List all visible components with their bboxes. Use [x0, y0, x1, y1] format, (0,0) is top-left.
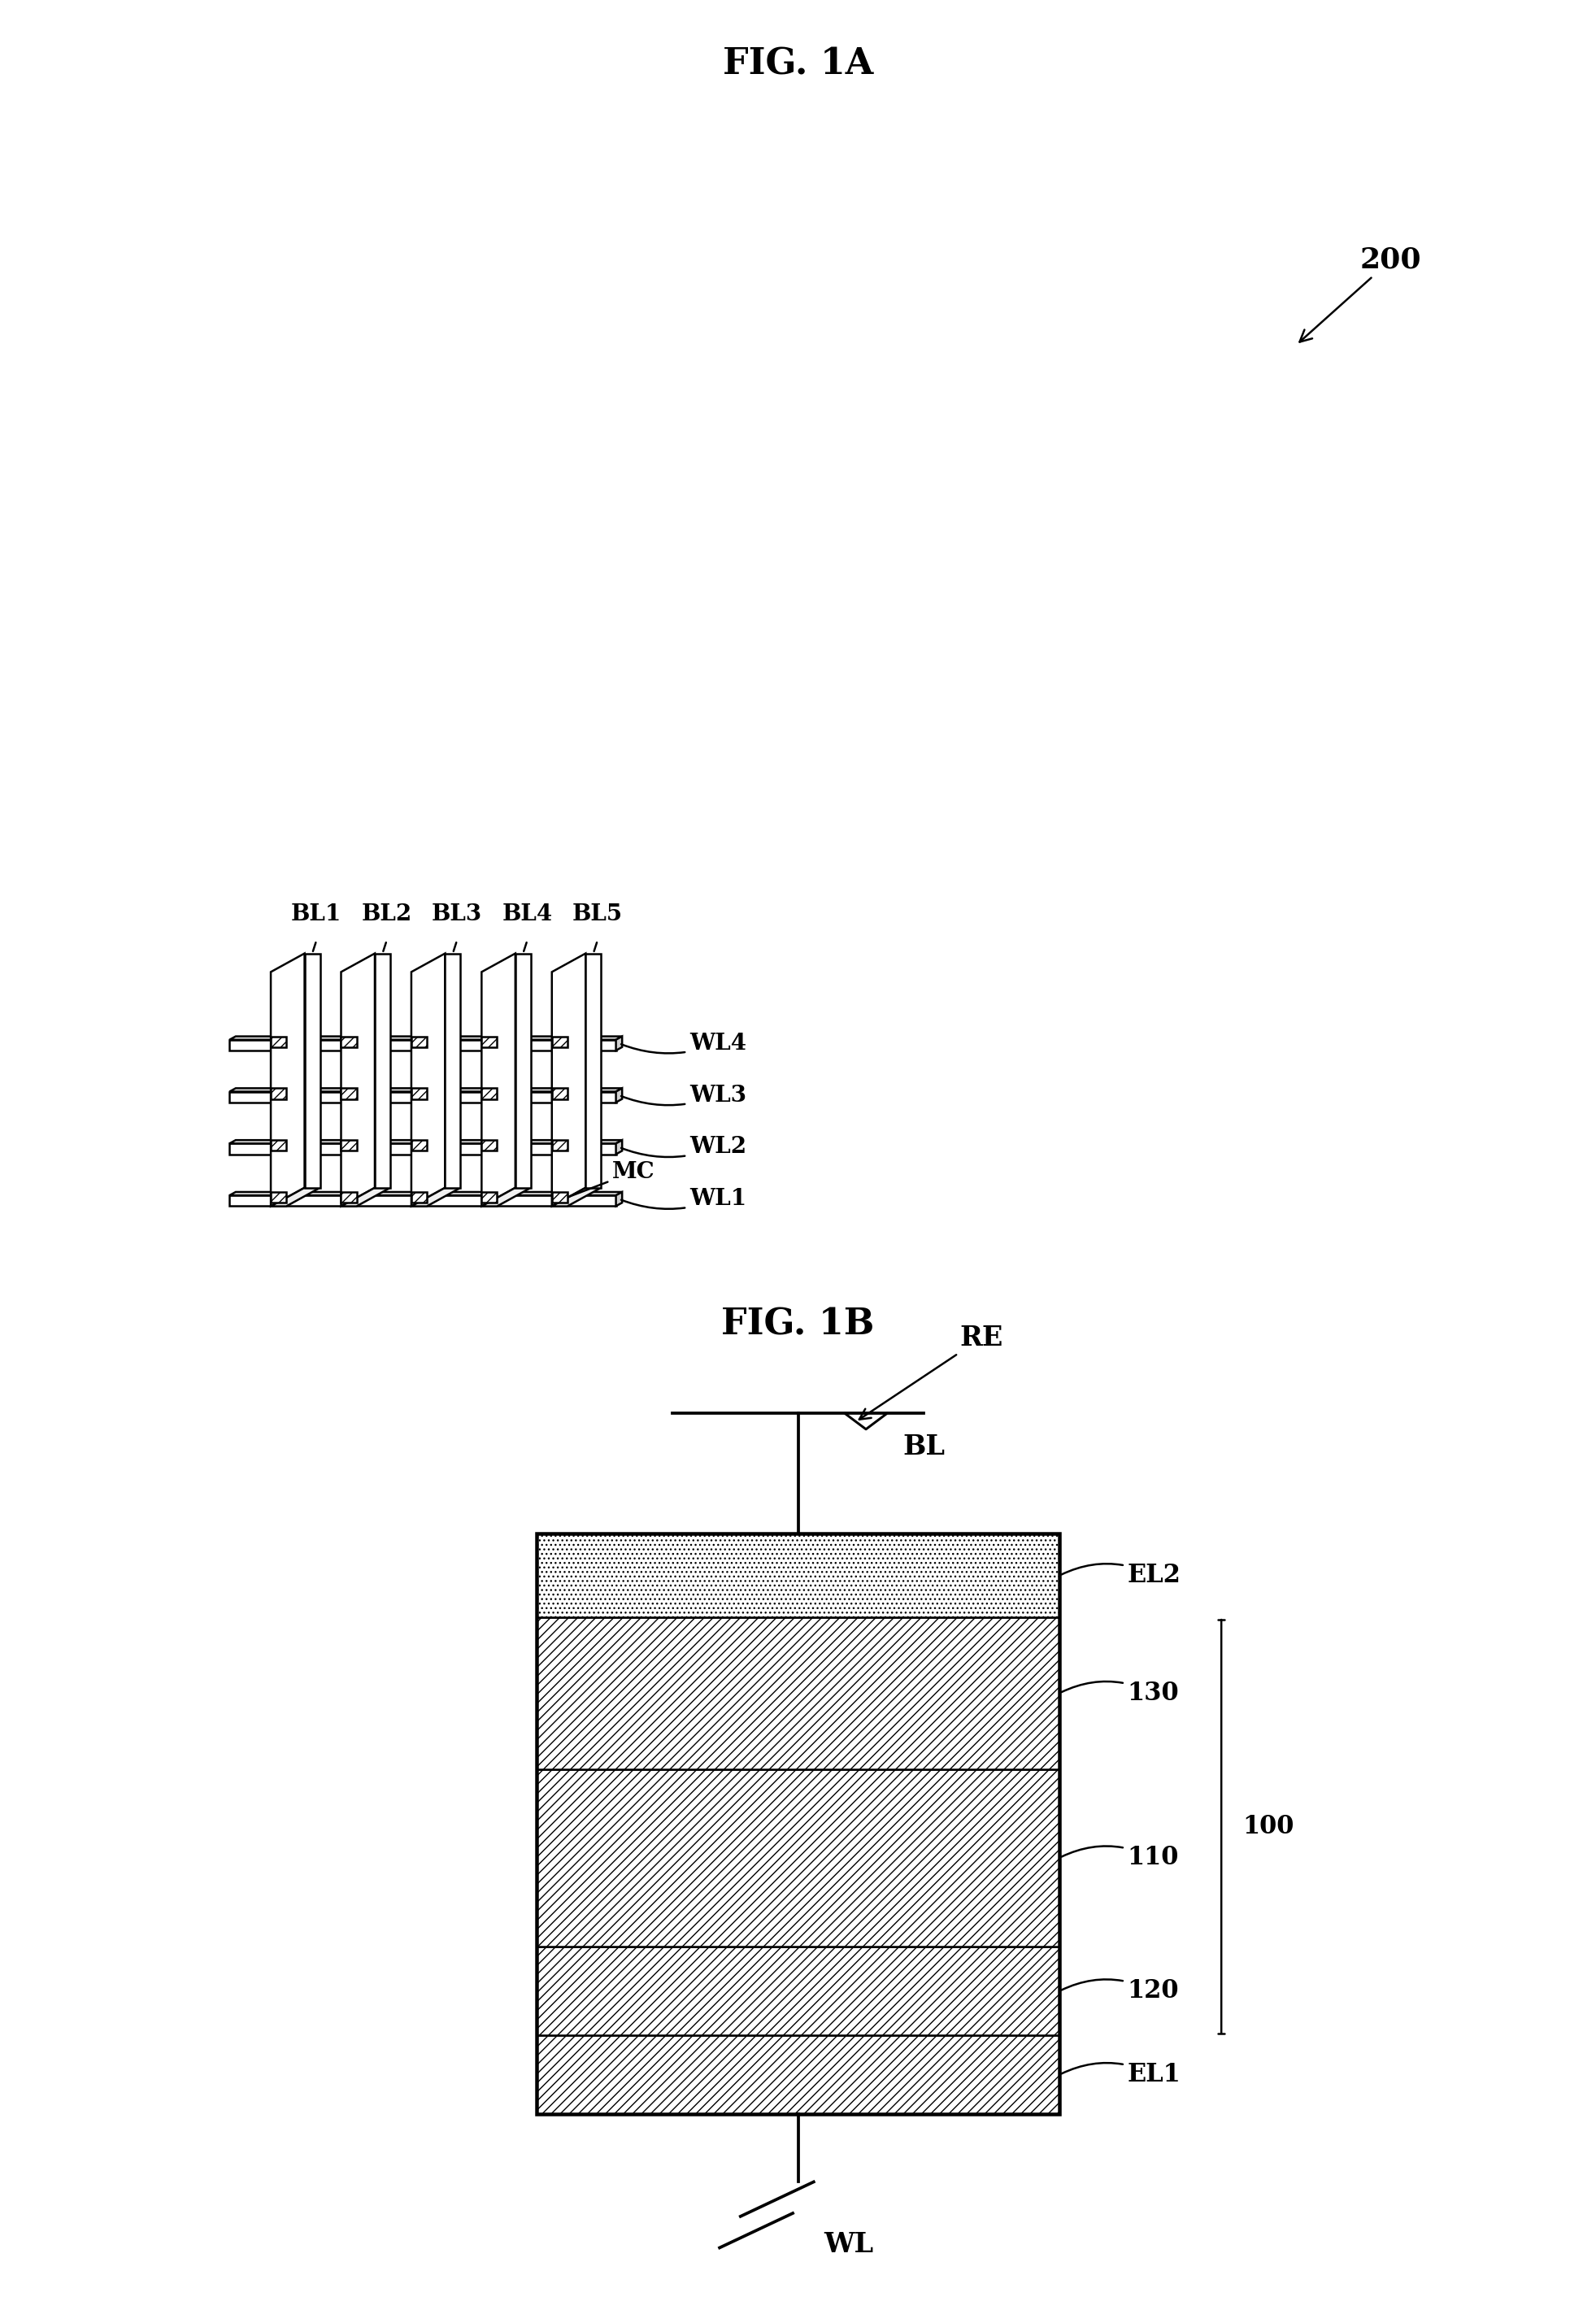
- Bar: [536, 1533, 1060, 1617]
- Polygon shape: [552, 1187, 602, 1206]
- Polygon shape: [342, 1192, 356, 1203]
- Polygon shape: [375, 952, 391, 1187]
- Polygon shape: [616, 1192, 622, 1206]
- Polygon shape: [230, 1041, 616, 1050]
- Text: BL4: BL4: [503, 904, 552, 925]
- Text: WL2: WL2: [621, 1136, 747, 1159]
- Polygon shape: [271, 1036, 286, 1048]
- Polygon shape: [616, 1087, 622, 1103]
- Bar: [536, 1617, 1060, 1770]
- Polygon shape: [271, 1192, 286, 1203]
- Polygon shape: [230, 1036, 622, 1041]
- Text: BL1: BL1: [290, 904, 342, 925]
- Polygon shape: [482, 1192, 496, 1203]
- Text: FIG. 1A: FIG. 1A: [723, 46, 873, 81]
- Text: EL1: EL1: [1061, 2063, 1181, 2088]
- Polygon shape: [342, 1087, 356, 1099]
- Text: BL5: BL5: [573, 904, 622, 925]
- Text: WL: WL: [824, 2230, 875, 2258]
- Text: RE: RE: [859, 1324, 1004, 1419]
- Text: 110: 110: [1061, 1844, 1179, 1870]
- Polygon shape: [412, 1087, 426, 1099]
- Polygon shape: [552, 1087, 567, 1099]
- Bar: [536, 2035, 1060, 2114]
- Polygon shape: [271, 1087, 286, 1099]
- Polygon shape: [482, 1036, 496, 1048]
- Polygon shape: [412, 1036, 426, 1048]
- Polygon shape: [616, 1141, 622, 1155]
- Text: BL: BL: [902, 1433, 945, 1461]
- Polygon shape: [342, 1141, 356, 1150]
- Polygon shape: [271, 1187, 319, 1206]
- Bar: [536, 1770, 1060, 1947]
- Text: WL1: WL1: [621, 1187, 747, 1210]
- Text: BL3: BL3: [433, 904, 482, 925]
- Text: EL2: EL2: [1061, 1563, 1181, 1589]
- Polygon shape: [230, 1192, 622, 1196]
- Text: 200: 200: [1299, 246, 1422, 341]
- Polygon shape: [271, 952, 305, 1206]
- Polygon shape: [342, 1036, 356, 1048]
- Polygon shape: [412, 1192, 426, 1203]
- Polygon shape: [482, 1087, 496, 1099]
- Text: MC: MC: [570, 1162, 654, 1196]
- Text: 120: 120: [1061, 1979, 1179, 2005]
- Polygon shape: [552, 1141, 567, 1150]
- Polygon shape: [516, 952, 531, 1187]
- Polygon shape: [342, 952, 375, 1206]
- Text: 130: 130: [1061, 1680, 1179, 1705]
- Text: BL2: BL2: [361, 904, 412, 925]
- Polygon shape: [230, 1087, 622, 1092]
- Polygon shape: [482, 952, 516, 1206]
- Polygon shape: [412, 952, 445, 1206]
- Polygon shape: [552, 1036, 567, 1048]
- Polygon shape: [445, 952, 461, 1187]
- Polygon shape: [482, 1187, 531, 1206]
- Polygon shape: [230, 1092, 616, 1103]
- Text: 100: 100: [1242, 1814, 1294, 1840]
- Polygon shape: [230, 1143, 616, 1155]
- Polygon shape: [412, 1187, 461, 1206]
- Bar: [536, 1947, 1060, 2035]
- Polygon shape: [230, 1196, 616, 1206]
- Polygon shape: [230, 1141, 622, 1143]
- Polygon shape: [616, 1036, 622, 1050]
- Polygon shape: [482, 1141, 496, 1150]
- Polygon shape: [586, 952, 602, 1187]
- Polygon shape: [305, 952, 319, 1187]
- Text: FIG. 1B: FIG. 1B: [721, 1308, 875, 1343]
- Polygon shape: [552, 1192, 567, 1203]
- Text: WL3: WL3: [621, 1085, 747, 1106]
- Polygon shape: [342, 1187, 391, 1206]
- Polygon shape: [271, 1141, 286, 1150]
- Polygon shape: [412, 1141, 426, 1150]
- Text: WL4: WL4: [621, 1031, 747, 1055]
- Bar: [536, 1533, 1060, 2114]
- Polygon shape: [552, 952, 586, 1206]
